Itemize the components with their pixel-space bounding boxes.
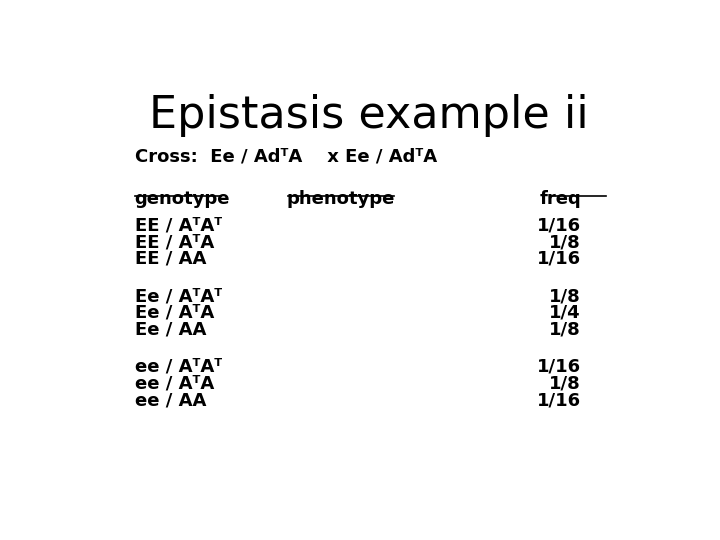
Text: ee / AᵀA: ee / AᵀA — [135, 375, 214, 393]
Text: Cross:  Ee / AdᵀA    x Ee / AdᵀA: Cross: Ee / AdᵀA x Ee / AdᵀA — [135, 148, 437, 166]
Text: 1/4: 1/4 — [549, 304, 581, 322]
Text: ee / AA: ee / AA — [135, 391, 206, 409]
Text: Ee / AᵀAᵀ: Ee / AᵀAᵀ — [135, 287, 222, 305]
Text: 1/8: 1/8 — [549, 287, 581, 305]
Text: 1/8: 1/8 — [549, 375, 581, 393]
Text: genotype: genotype — [135, 190, 230, 207]
Text: Epistasis example ii: Epistasis example ii — [149, 94, 589, 137]
Text: 1/8: 1/8 — [549, 321, 581, 339]
Text: ee / AᵀAᵀ: ee / AᵀAᵀ — [135, 358, 222, 376]
Text: 1/16: 1/16 — [537, 358, 581, 376]
Text: freq: freq — [539, 190, 581, 207]
Text: EE / AᵀAᵀ: EE / AᵀAᵀ — [135, 217, 222, 234]
Text: Ee / AᵀA: Ee / AᵀA — [135, 304, 214, 322]
Text: EE / AA: EE / AA — [135, 250, 206, 268]
Text: 1/16: 1/16 — [537, 250, 581, 268]
Text: 1/16: 1/16 — [537, 217, 581, 234]
Text: Ee / AA: Ee / AA — [135, 321, 206, 339]
Text: 1/8: 1/8 — [549, 233, 581, 251]
Text: phenotype: phenotype — [287, 190, 395, 207]
Text: 1/16: 1/16 — [537, 391, 581, 409]
Text: EE / AᵀA: EE / AᵀA — [135, 233, 214, 251]
